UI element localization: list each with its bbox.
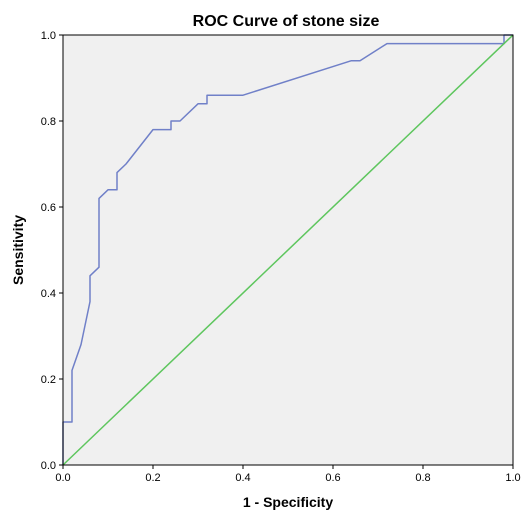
series-layer	[62, 34, 514, 466]
roc-curve-line	[62, 34, 513, 465]
x-tick-label: 1.0	[505, 472, 520, 484]
y-axis-label: Sensitivity	[10, 215, 26, 285]
chart-title: ROC Curve of stone size	[193, 13, 380, 30]
y-tick-label: 0.4	[41, 288, 56, 300]
y-tick-label: 0.8	[41, 116, 56, 128]
reference-diagonal-line	[62, 34, 514, 466]
x-tick-label: 0.8	[415, 472, 430, 484]
y-tick-label: 0.6	[41, 202, 56, 214]
y-tick-label: 1.0	[41, 30, 56, 42]
y-tick-label: 0.0	[41, 460, 56, 472]
x-tick-label: 0.6	[325, 472, 340, 484]
x-axis-label: 1 - Specificity	[243, 494, 333, 510]
plot-frame	[62, 34, 514, 466]
y-tick-label: 0.2	[41, 374, 56, 386]
x-tick-label: 0.4	[235, 472, 250, 484]
y-axis-ticks: 0.0 0.2 0.4 0.6 0.8 1.0	[41, 30, 63, 472]
x-tick-label: 0.0	[55, 472, 70, 484]
x-tick-label: 0.2	[145, 472, 160, 484]
x-axis-ticks: 0.0 0.2 0.4 0.6 0.8 1.0	[55, 465, 521, 484]
